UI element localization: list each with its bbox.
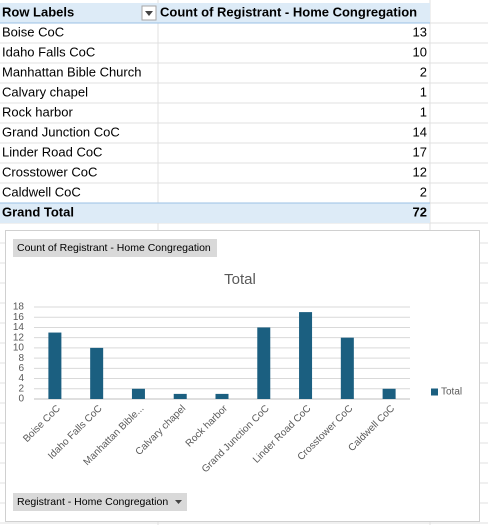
total-label: Grand Total (2, 204, 74, 219)
total-row (0, 203, 430, 223)
filter-icon (145, 11, 153, 16)
bar (90, 347, 104, 399)
legend-swatch (431, 388, 438, 396)
row-label: Calvary chapel (2, 84, 88, 99)
y-tick-label: 8 (18, 353, 24, 364)
axis-field-label: Registrant - Home Congregation (17, 496, 168, 508)
value-field-button[interactable] (13, 239, 217, 257)
bar (382, 388, 396, 399)
row-label: Crosstower CoC (2, 164, 97, 179)
bar (257, 327, 271, 399)
row-value: 13 (413, 24, 427, 39)
row-label: Manhattan Bible Church (2, 64, 141, 79)
bar (131, 388, 145, 399)
bar (215, 393, 229, 399)
row-value: 1 (420, 84, 427, 99)
bar (340, 337, 354, 399)
row-value: 1 (420, 104, 427, 119)
row-value: 14 (413, 124, 427, 139)
row-label: Caldwell CoC (2, 184, 81, 199)
row-label: Boise CoC (2, 24, 64, 39)
row-value: 10 (413, 44, 427, 59)
y-tick-label: 14 (13, 322, 25, 333)
total-value: 72 (413, 204, 427, 219)
row-label: Rock harbor (2, 104, 73, 119)
y-tick-label: 18 (13, 302, 25, 313)
header-label: Row Labels (2, 4, 74, 19)
y-tick-label: 4 (18, 373, 24, 384)
y-tick-label: 6 (18, 363, 24, 374)
y-tick-label: 16 (13, 312, 25, 323)
row-value: 2 (420, 184, 427, 199)
row-value: 17 (413, 144, 427, 159)
bar (173, 393, 187, 399)
y-tick-label: 0 (18, 394, 24, 405)
y-tick-label: 2 (18, 383, 24, 394)
axis-field-button[interactable] (13, 493, 187, 511)
y-tick-label: 12 (13, 332, 25, 343)
chart-title: Total (224, 271, 256, 288)
bar (299, 312, 313, 399)
row-label: Grand Junction CoC (2, 124, 120, 139)
axis-field-dropdown (175, 500, 182, 504)
header-value: Count of Registrant - Home Congregation (160, 4, 417, 19)
header-row (0, 3, 430, 23)
bar (48, 332, 62, 399)
row-label: Linder Road CoC (2, 144, 102, 159)
legend-label: Total (441, 387, 462, 398)
value-field-label: Count of Registrant - Home Congregation (17, 242, 211, 254)
y-tick-label: 10 (13, 343, 25, 354)
row-value: 12 (413, 164, 427, 179)
chart-area[interactable] (5, 230, 480, 522)
row-value: 2 (420, 64, 427, 79)
row-label: Idaho Falls CoC (2, 44, 95, 59)
